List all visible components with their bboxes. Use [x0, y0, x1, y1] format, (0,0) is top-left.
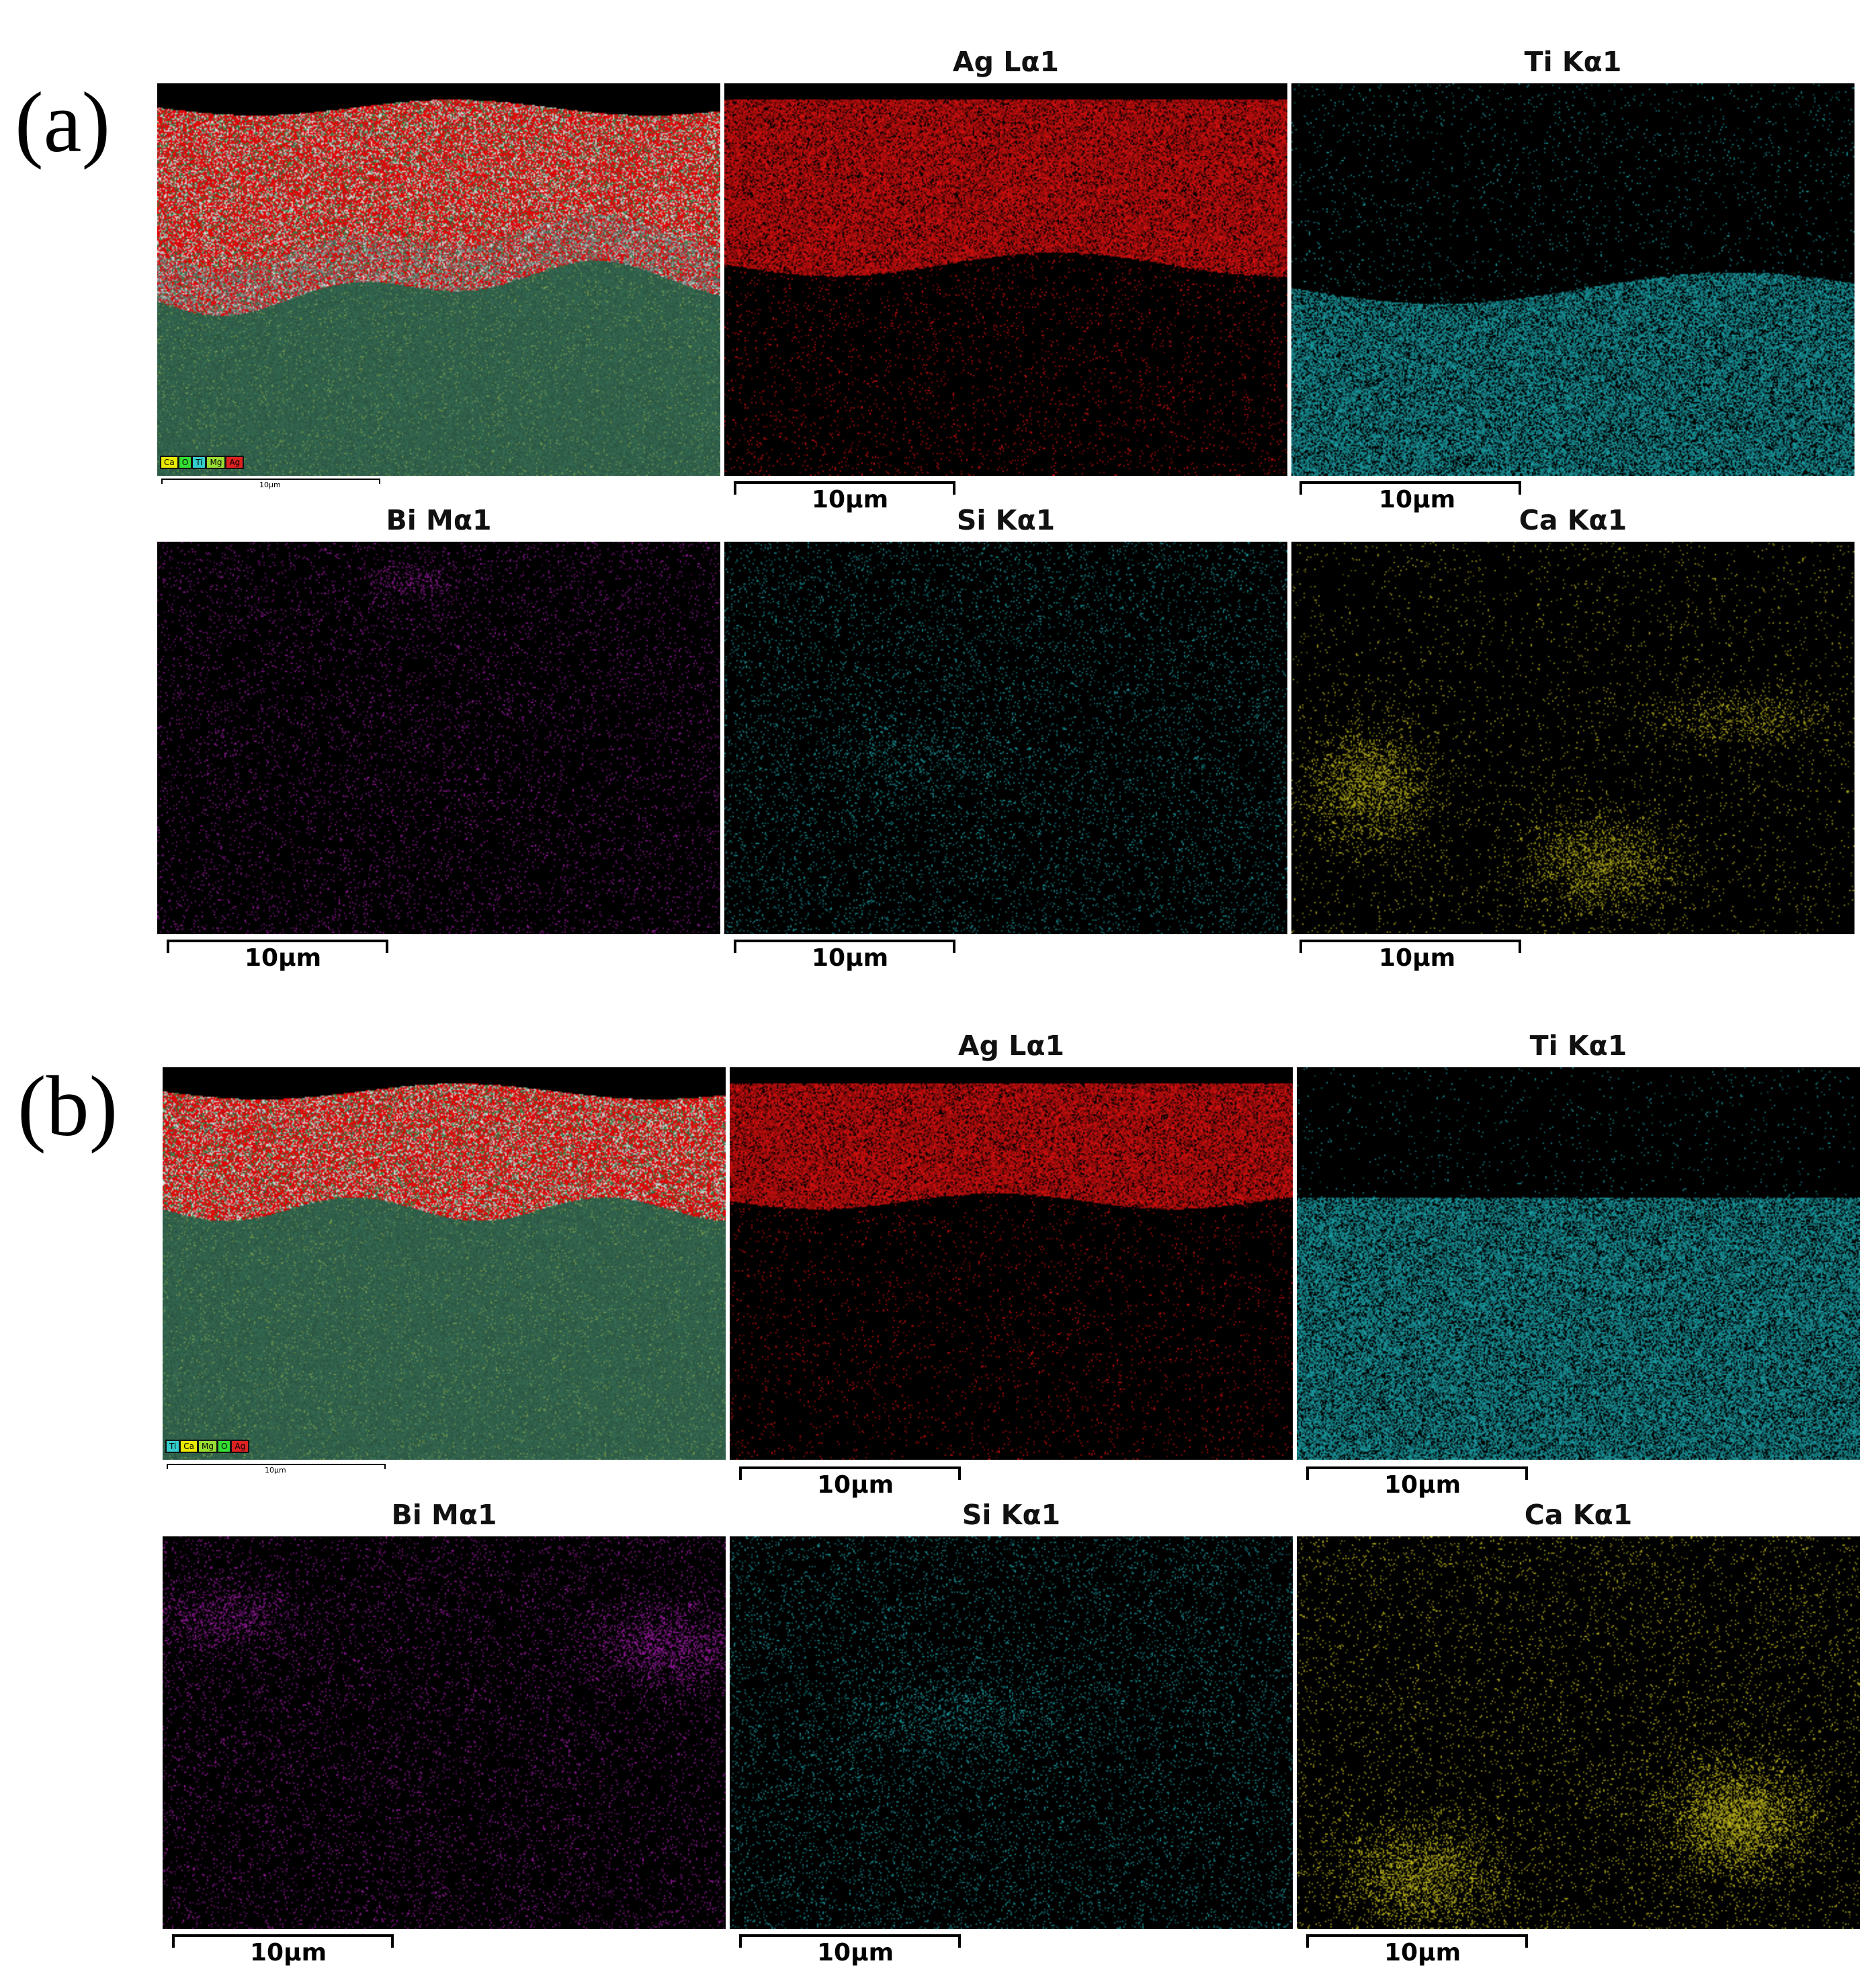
legend-item: O [218, 1441, 230, 1452]
legend-item: Ca [181, 1441, 198, 1452]
element-map-canvas [1297, 1067, 1860, 1460]
scale-bar [167, 940, 388, 953]
scale-bar [734, 481, 955, 495]
legend-item: Ti [193, 457, 206, 468]
overlay-canvas-a [157, 83, 720, 476]
scale-label: 10μm [1384, 1471, 1461, 1499]
scale-bar [1299, 940, 1521, 953]
legend-item: Ag [232, 1441, 249, 1452]
panel-label-b: (b) [17, 1059, 118, 1154]
scale-label: 10μm [812, 486, 889, 513]
scale-bar [1306, 1934, 1528, 1948]
map-title-bi-b: Bi Mα1 [391, 1499, 497, 1531]
panel-label-a: (a) [15, 75, 111, 170]
legend-item: O [179, 457, 191, 468]
element-map-si-a [724, 542, 1287, 934]
overlay-image-a [157, 83, 720, 476]
element-map-bi-a [157, 542, 720, 934]
scale-bar [739, 1466, 961, 1480]
element-map-canvas [163, 1536, 726, 1929]
legend-item: Mg [199, 1441, 217, 1452]
map-title-ti-a: Ti Kα1 [1524, 46, 1622, 78]
element-map-ca-a [1291, 542, 1854, 934]
map-title-ag-b: Ag Lα1 [957, 1030, 1065, 1062]
overlay-scale-label-a: 10μm [259, 481, 281, 489]
map-title-ca-a: Ca Kα1 [1519, 504, 1627, 536]
scale-label: 10μm [250, 1939, 327, 1967]
overlay-canvas-b [163, 1067, 726, 1460]
map-title-si-a: Si Kα1 [956, 504, 1056, 536]
scale-label: 10μm [817, 1939, 894, 1967]
scale-bar [1299, 481, 1521, 495]
scale-label: 10μm [245, 944, 322, 972]
element-map-ag-b [730, 1067, 1293, 1460]
scale-label: 10μm [1379, 486, 1456, 513]
overlay-legend-a: Ca O Ti Mg Ag [160, 456, 245, 470]
map-title-ti-b: Ti Kα1 [1529, 1030, 1627, 1062]
map-title-ag-a: Ag Lα1 [952, 46, 1060, 78]
legend-item: Ag [226, 457, 243, 468]
element-map-ti-a [1291, 83, 1854, 476]
element-map-canvas [724, 542, 1287, 934]
map-title-bi-a: Bi Mα1 [386, 504, 492, 536]
element-map-canvas [1297, 1536, 1860, 1929]
legend-item: Ca [161, 457, 177, 468]
element-map-si-b [730, 1536, 1293, 1929]
scale-label: 10μm [1384, 1939, 1461, 1967]
overlay-scale-bar-a [161, 479, 380, 484]
overlay-scale-bar-b [167, 1464, 386, 1469]
scale-bar [734, 940, 955, 953]
element-map-canvas [1291, 83, 1854, 476]
element-map-canvas [157, 542, 720, 934]
scale-bar [1306, 1466, 1528, 1480]
legend-item: Ti [167, 1441, 179, 1452]
scale-label: 10μm [812, 944, 889, 972]
scale-bar [739, 1934, 961, 1948]
element-map-canvas [730, 1067, 1293, 1460]
scale-label: 10μm [817, 1471, 894, 1499]
overlay-legend-b: Ti Ca Mg O Ag [165, 1440, 250, 1454]
scale-label: 10μm [1379, 944, 1456, 972]
map-title-ca-b: Ca Kα1 [1524, 1499, 1633, 1531]
element-map-canvas [1291, 542, 1854, 934]
overlay-scale-label-b: 10μm [265, 1466, 286, 1475]
element-map-canvas [730, 1536, 1293, 1929]
element-map-canvas [724, 83, 1287, 476]
map-title-si-b: Si Kα1 [962, 1499, 1061, 1531]
scale-bar [172, 1934, 394, 1948]
overlay-image-b [163, 1067, 726, 1460]
element-map-bi-b [163, 1536, 726, 1929]
legend-item: Mg [207, 457, 225, 468]
element-map-ag-a [724, 83, 1287, 476]
element-map-ti-b [1297, 1067, 1860, 1460]
element-map-ca-b [1297, 1536, 1860, 1929]
